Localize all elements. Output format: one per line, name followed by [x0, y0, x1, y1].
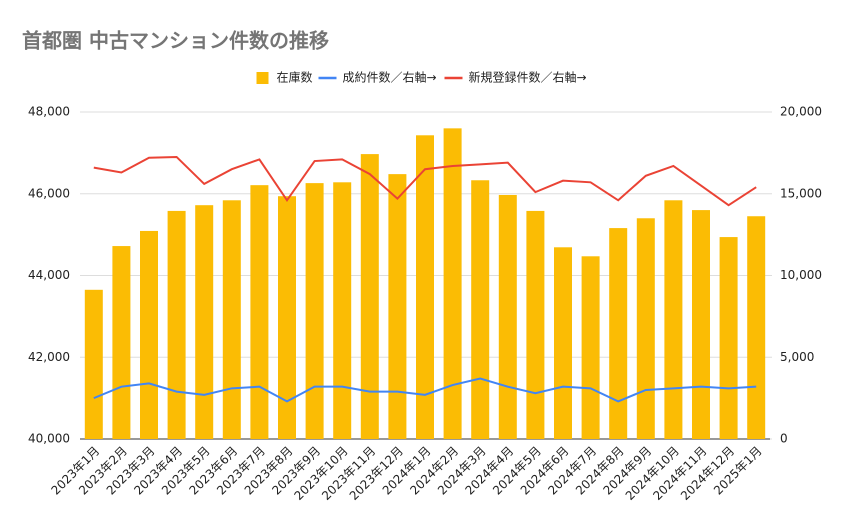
bar	[360, 154, 379, 439]
y-tick-label: 42,000	[28, 350, 70, 364]
bar	[84, 289, 103, 439]
bar	[692, 210, 710, 439]
bar	[112, 246, 131, 439]
y-tick-label: 44,000	[28, 268, 70, 282]
y2-tick-label: 20,000	[780, 105, 822, 119]
bar	[250, 185, 269, 439]
y-tick-label: 40,000	[28, 432, 70, 446]
y2-tick-label: 0	[780, 432, 788, 446]
legend-label: 在庫数	[277, 70, 313, 85]
y2-tick-label: 10,000	[780, 268, 822, 282]
bar	[664, 200, 683, 439]
bar	[443, 128, 462, 439]
line	[93, 155, 757, 207]
legend-label: 新規登録件数／右軸→	[469, 70, 587, 85]
bar	[554, 247, 572, 439]
bar	[581, 256, 600, 439]
y2-tick-label: 5,000	[780, 350, 814, 364]
bar	[747, 216, 766, 439]
bar	[195, 205, 214, 439]
bar	[471, 180, 490, 440]
bar	[333, 182, 352, 439]
bar	[416, 135, 434, 439]
bar	[222, 200, 241, 439]
y-tick-label: 48,000	[28, 105, 70, 119]
bar	[526, 210, 545, 439]
bar	[719, 237, 738, 439]
bar	[636, 218, 655, 439]
bar	[167, 210, 186, 439]
bar	[609, 228, 628, 439]
y2-tick-label: 15,000	[780, 186, 822, 200]
bar	[305, 183, 324, 439]
legend-swatch	[256, 72, 269, 84]
bar	[140, 230, 158, 439]
y-tick-label: 46,000	[28, 186, 70, 200]
line	[93, 377, 757, 403]
bar	[388, 174, 407, 439]
bar	[498, 194, 517, 439]
bar	[278, 196, 296, 439]
legend-label: 成約件数／右軸→	[343, 70, 437, 85]
chart-title: 首都圏 中古マンション件数の推移	[22, 29, 329, 53]
